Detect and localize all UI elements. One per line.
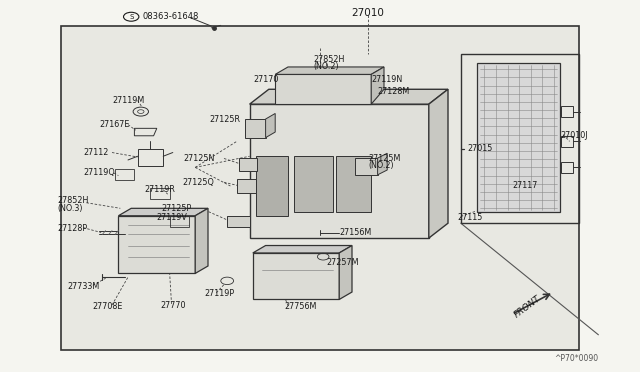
- Text: 27125Q: 27125Q: [182, 178, 214, 187]
- Text: 27115: 27115: [458, 213, 483, 222]
- Bar: [61, 26, 579, 350]
- Polygon shape: [275, 67, 384, 74]
- Text: 27119M: 27119M: [112, 96, 144, 105]
- Polygon shape: [118, 216, 195, 273]
- Polygon shape: [253, 253, 339, 299]
- Text: ^P70*0090: ^P70*0090: [554, 354, 598, 363]
- Text: 27708E: 27708E: [93, 302, 123, 311]
- Polygon shape: [336, 156, 371, 212]
- Text: 27128M: 27128M: [378, 87, 410, 96]
- Text: 27010: 27010: [351, 8, 385, 18]
- Polygon shape: [245, 119, 266, 138]
- Text: 27125R: 27125R: [209, 115, 240, 124]
- Text: 27125P: 27125P: [162, 204, 192, 213]
- Text: 27852H: 27852H: [58, 196, 89, 205]
- Text: 27117: 27117: [512, 182, 538, 190]
- Text: 27119V: 27119V: [157, 213, 188, 222]
- Text: 27112: 27112: [83, 148, 109, 157]
- Text: FRONT: FRONT: [513, 294, 543, 320]
- Polygon shape: [275, 74, 371, 104]
- Polygon shape: [250, 104, 429, 238]
- Polygon shape: [239, 158, 257, 171]
- Polygon shape: [250, 89, 448, 104]
- Text: 27770: 27770: [160, 301, 186, 310]
- Polygon shape: [118, 208, 208, 216]
- Text: 08363-61648: 08363-61648: [142, 12, 198, 21]
- Polygon shape: [294, 156, 333, 212]
- Polygon shape: [195, 208, 208, 273]
- Polygon shape: [339, 246, 352, 299]
- Text: 27119Q: 27119Q: [83, 169, 115, 177]
- Polygon shape: [256, 156, 288, 216]
- Text: 27010J: 27010J: [560, 131, 588, 140]
- Polygon shape: [429, 89, 448, 238]
- Text: 27756M: 27756M: [285, 302, 317, 311]
- Polygon shape: [371, 67, 384, 104]
- Polygon shape: [237, 179, 256, 193]
- Text: 27015: 27015: [467, 144, 493, 153]
- Text: 27156M: 27156M: [339, 228, 371, 237]
- Text: 27170: 27170: [253, 76, 278, 84]
- Text: 27119P: 27119P: [205, 289, 235, 298]
- Polygon shape: [355, 158, 378, 175]
- Text: 27167E: 27167E: [99, 120, 129, 129]
- Text: (NO.3): (NO.3): [58, 204, 83, 213]
- Text: 27125M: 27125M: [368, 154, 401, 163]
- Text: 27119N: 27119N: [371, 76, 403, 84]
- Polygon shape: [266, 113, 275, 138]
- Text: 27852H: 27852H: [314, 55, 345, 64]
- Polygon shape: [227, 216, 250, 227]
- Text: 27128P: 27128P: [58, 224, 88, 233]
- Bar: [477, 63, 560, 212]
- Text: 27125N: 27125N: [183, 154, 214, 163]
- Polygon shape: [253, 246, 352, 253]
- Polygon shape: [378, 153, 387, 175]
- Bar: [461, 54, 579, 223]
- Text: (NO.2): (NO.2): [368, 161, 394, 170]
- Text: 27119R: 27119R: [144, 185, 175, 194]
- Text: S: S: [129, 14, 133, 20]
- Text: 27257M: 27257M: [326, 258, 359, 267]
- Text: (NO.2): (NO.2): [314, 62, 339, 71]
- Text: 27733M: 27733M: [67, 282, 99, 291]
